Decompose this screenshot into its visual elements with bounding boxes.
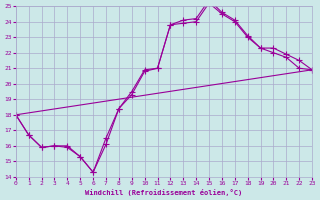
X-axis label: Windchill (Refroidissement éolien,°C): Windchill (Refroidissement éolien,°C)	[85, 189, 243, 196]
